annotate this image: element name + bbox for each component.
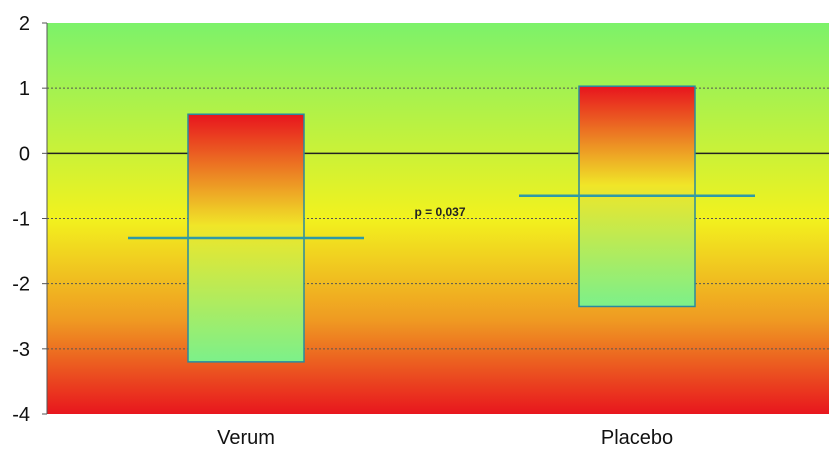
y-axis: 2 1 0 -1 -2 -3 -4 <box>12 13 48 426</box>
y-tick-label: -2 <box>12 274 30 296</box>
mean-lines <box>128 194 755 240</box>
y-tick-label: -4 <box>12 404 30 426</box>
plot-area <box>47 23 829 414</box>
annotations: p = 0,037 <box>414 205 465 219</box>
category-labels: Verum Placebo <box>217 427 673 449</box>
plot-background <box>47 23 829 414</box>
x-tick-label: Verum <box>217 427 275 449</box>
x-tick-label: Placebo <box>601 427 673 449</box>
y-tick-label: -1 <box>12 209 30 231</box>
gridlines <box>47 87 829 350</box>
y-tick-label: 1 <box>19 78 30 100</box>
p-value-annotation: p = 0,037 <box>414 205 465 219</box>
y-tick-label: 0 <box>19 143 30 165</box>
y-tick-label: 2 <box>19 13 30 35</box>
y-tick-label: -3 <box>12 339 30 361</box>
